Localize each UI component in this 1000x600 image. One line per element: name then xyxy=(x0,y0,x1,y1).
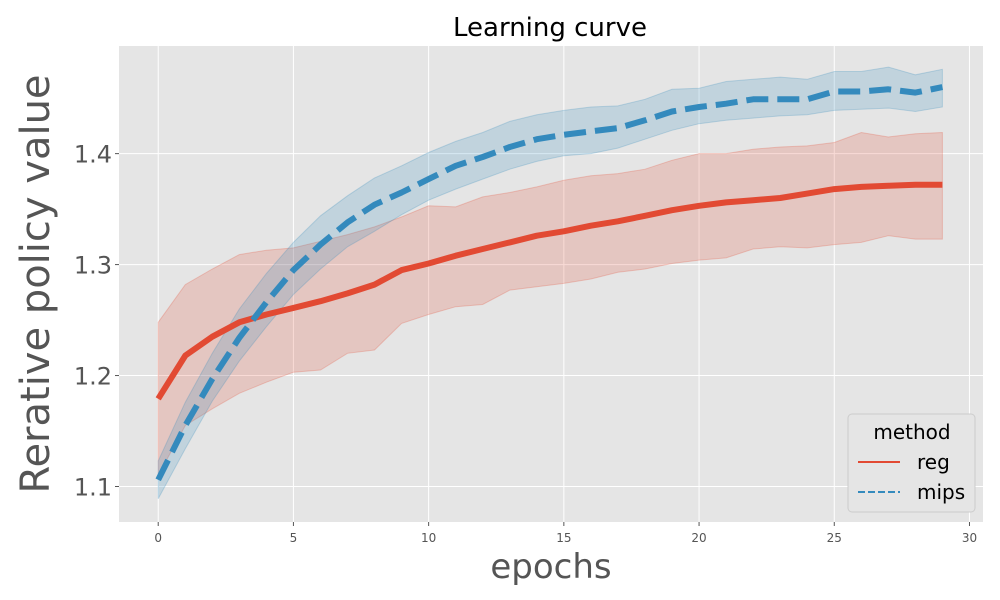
x-tick-label: 5 xyxy=(290,531,298,545)
y-tick-label: 1.4 xyxy=(74,141,112,169)
y-tick-label: 1.3 xyxy=(74,252,112,280)
band-reg xyxy=(157,131,943,476)
x-tick-label: 15 xyxy=(556,531,571,545)
band-mips xyxy=(157,66,943,499)
series-lines xyxy=(155,84,943,482)
line-mips xyxy=(155,84,943,482)
y-tick-label: 1.2 xyxy=(74,363,112,391)
x-axis-ticks: 0 5 10 15 20 25 30 xyxy=(154,522,977,545)
chart-title: Learning curve xyxy=(453,13,647,43)
x-tick-label: 20 xyxy=(691,531,706,545)
legend: method reg mips xyxy=(847,413,976,513)
confidence-bands xyxy=(157,66,943,499)
x-axis-label: epochs xyxy=(490,547,611,587)
grid-lines xyxy=(119,46,983,522)
legend-label-mips: mips xyxy=(917,480,965,504)
line-reg xyxy=(155,181,943,401)
legend-label-reg: reg xyxy=(917,450,950,474)
y-axis-ticks: 1.1 1.2 1.3 1.4 xyxy=(74,141,119,501)
x-tick-label: 10 xyxy=(421,531,436,545)
y-axis-label: Rerative policy value xyxy=(13,74,59,493)
y-tick-label: 1.1 xyxy=(74,473,112,501)
x-tick-label: 30 xyxy=(962,531,977,545)
x-tick-label: 0 xyxy=(154,531,162,545)
x-tick-label: 25 xyxy=(827,531,842,545)
plot-background xyxy=(119,46,983,522)
legend-title: method xyxy=(873,420,950,444)
legend-box xyxy=(847,413,976,513)
